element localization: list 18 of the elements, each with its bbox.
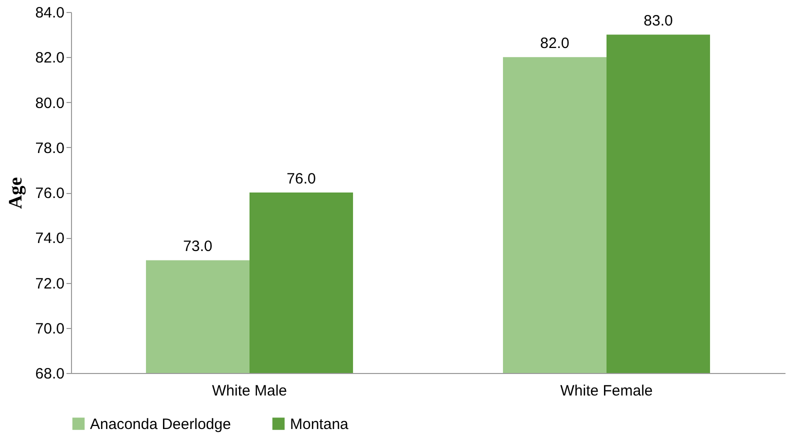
y-tick-label: 78.0 — [35, 140, 64, 157]
x-tick-label: White Female — [560, 382, 653, 400]
y-tick-label: 72.0 — [35, 275, 64, 292]
y-tick-label: 70.0 — [35, 320, 64, 338]
legend-label: Montana — [290, 416, 350, 433]
y-tick-label: 82.0 — [35, 50, 64, 67]
legend-label: Anaconda Deerlodge — [90, 416, 231, 433]
y-tick-label: 80.0 — [35, 94, 64, 112]
y-tick-label: 68.0 — [35, 366, 64, 382]
y-axis-title: Age — [5, 177, 26, 209]
y-tick-label: 84.0 — [35, 4, 64, 22]
y-tick-label: 74.0 — [35, 230, 64, 248]
data-label: 73.0 — [183, 238, 212, 256]
y-tick-label: 76.0 — [35, 185, 64, 202]
x-tick-label: White Male — [212, 382, 288, 400]
data-label: 82.0 — [540, 35, 570, 52]
data-label: 83.0 — [644, 12, 673, 30]
data-label: 76.0 — [286, 170, 316, 188]
